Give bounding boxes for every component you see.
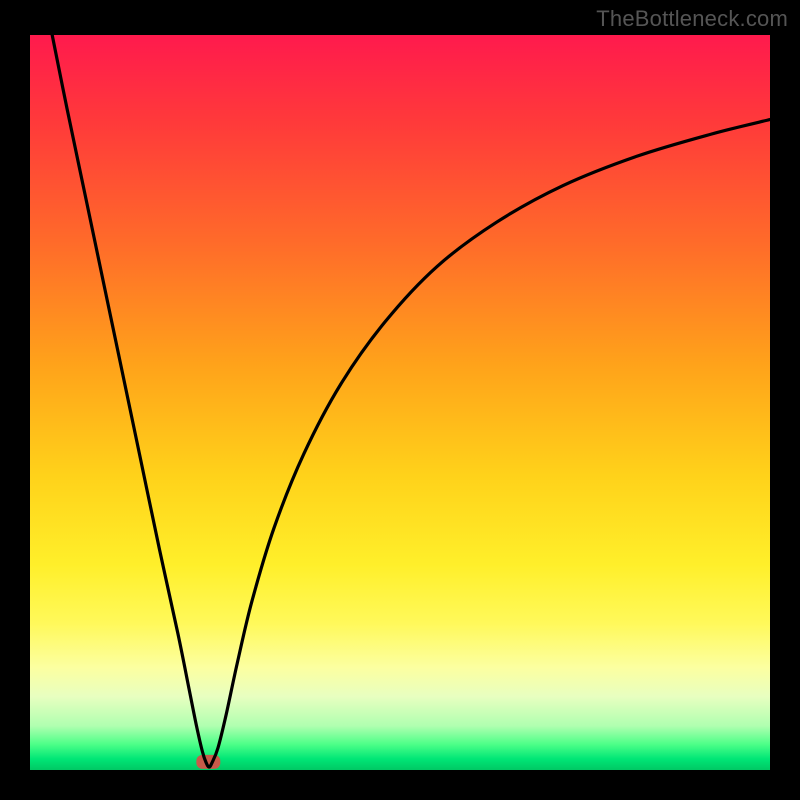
gradient-background [30,35,770,770]
chart-svg [30,35,770,770]
watermark-text: TheBottleneck.com [596,6,788,32]
chart-frame: TheBottleneck.com [0,0,800,800]
plot-area [30,35,770,770]
